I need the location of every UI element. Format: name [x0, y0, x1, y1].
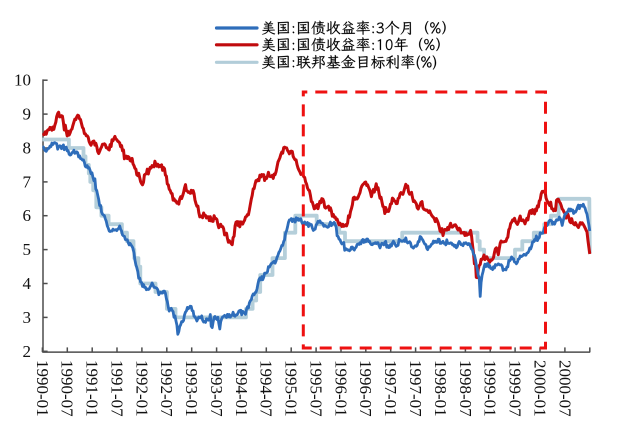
svg-text:9: 9: [23, 105, 32, 124]
svg-text:1992-07: 1992-07: [157, 360, 176, 417]
svg-text:7: 7: [23, 172, 32, 191]
svg-text:10: 10: [14, 71, 31, 90]
svg-text:1992-01: 1992-01: [132, 360, 151, 417]
svg-text:1999-07: 1999-07: [505, 360, 524, 417]
svg-text:8: 8: [23, 139, 32, 158]
svg-text:1991-01: 1991-01: [83, 360, 102, 417]
svg-text:1994-07: 1994-07: [257, 360, 276, 417]
svg-text:1995-01: 1995-01: [282, 360, 301, 417]
svg-text:1990-01: 1990-01: [33, 360, 52, 417]
svg-text:1999-01: 1999-01: [481, 360, 500, 417]
svg-text:2000-07: 2000-07: [555, 360, 574, 417]
svg-text:1998-07: 1998-07: [456, 360, 475, 417]
svg-text:1998-01: 1998-01: [431, 360, 450, 417]
svg-text:1990-07: 1990-07: [58, 360, 77, 417]
svg-text:1995-07: 1995-07: [306, 360, 325, 417]
svg-text:5: 5: [23, 240, 32, 259]
svg-text:2: 2: [23, 342, 32, 361]
svg-text:1997-07: 1997-07: [406, 360, 425, 417]
svg-text:2000-01: 2000-01: [530, 360, 549, 417]
svg-text:1993-01: 1993-01: [182, 360, 201, 417]
svg-text:6: 6: [23, 206, 32, 225]
svg-text:1991-07: 1991-07: [107, 360, 126, 417]
svg-text:1996-07: 1996-07: [356, 360, 375, 417]
svg-text:3: 3: [23, 308, 32, 327]
svg-text:4: 4: [23, 274, 32, 293]
svg-text:1996-01: 1996-01: [331, 360, 350, 417]
svg-text:1997-01: 1997-01: [381, 360, 400, 417]
svg-text:1994-01: 1994-01: [232, 360, 251, 417]
svg-text:1993-07: 1993-07: [207, 360, 226, 417]
